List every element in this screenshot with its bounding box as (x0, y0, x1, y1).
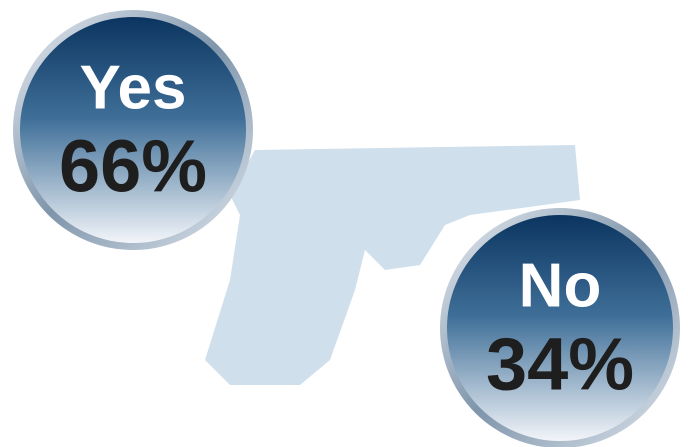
answer-label: Yes (80, 53, 187, 122)
answer-percent: 34% (486, 323, 634, 406)
answer-percent: 66% (59, 125, 207, 208)
infographic: Yes 66% No 34% (0, 0, 688, 447)
answer-no: No 34% (440, 208, 680, 447)
answer-yes: Yes 66% (13, 10, 253, 250)
answer-label: No (519, 251, 602, 320)
